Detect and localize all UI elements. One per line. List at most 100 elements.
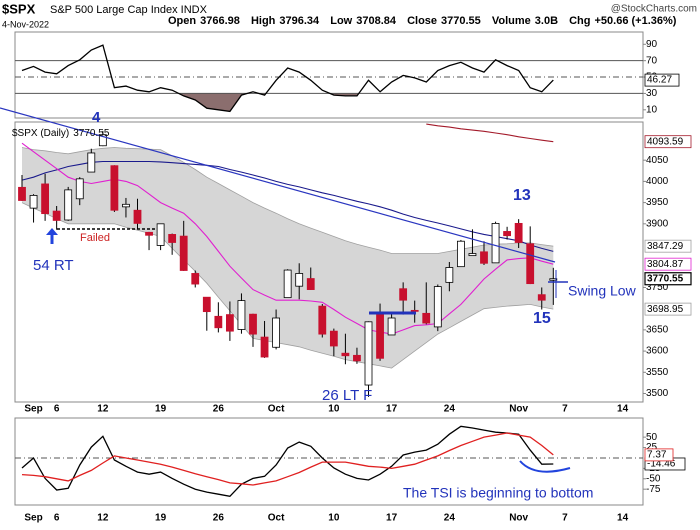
- candle-body: [480, 251, 488, 264]
- copyright: @StockCharts.com: [611, 4, 697, 15]
- annotation: 54 RT: [33, 257, 74, 274]
- candle-body: [491, 222, 500, 264]
- x-tick-label: 19: [155, 513, 167, 524]
- candle-body: [41, 183, 49, 215]
- y-tick-label: -75: [646, 484, 661, 495]
- indicator-line: [21, 425, 554, 498]
- candle-body: [225, 314, 234, 332]
- candle-body: [526, 243, 535, 285]
- x-tick-label: 14: [617, 404, 629, 415]
- quote-label: Low: [330, 15, 352, 27]
- y-tick-label: 3900: [646, 218, 669, 229]
- y-tick-label: 3600: [646, 346, 669, 357]
- annotation: 4: [92, 109, 101, 126]
- x-tick-label: 26: [213, 513, 225, 524]
- x-tick-label: Nov: [509, 404, 528, 415]
- candle-body: [387, 317, 396, 336]
- x-tick-label: 19: [155, 404, 167, 415]
- x-tick-label: 12: [97, 404, 109, 415]
- y-tick-label: 3650: [646, 325, 669, 336]
- quote-label: High: [251, 15, 276, 27]
- candle-body: [18, 186, 26, 201]
- x-tick-label: Nov: [509, 513, 528, 524]
- candle-body: [110, 165, 119, 211]
- x-tick-label: Oct: [268, 404, 285, 415]
- moving-average: [426, 123, 554, 143]
- candle-body: [87, 152, 96, 173]
- quote-label: Open: [168, 15, 196, 27]
- value-label-box: [644, 272, 692, 286]
- annotation: Swing Low: [568, 283, 637, 299]
- quote-value: 3770.55: [441, 15, 481, 27]
- tsi-panel: [14, 417, 644, 506]
- tsi-curve: [519, 460, 571, 473]
- band-edge: [21, 202, 554, 369]
- x-tick-label: 17: [386, 404, 398, 415]
- x-tick-label: 24: [444, 513, 456, 524]
- trend-line: [0, 107, 556, 263]
- quote-value: 3.0B: [535, 15, 558, 27]
- y-tick-label: 50: [646, 432, 658, 443]
- candle-body: [503, 231, 512, 237]
- value-label-box: [644, 448, 674, 462]
- y-tick-label: 30: [646, 88, 658, 99]
- candle-body: [329, 330, 338, 347]
- y-tick-label: 3750: [646, 282, 669, 293]
- value-label: 3698.95: [647, 304, 684, 315]
- candle-body: [364, 321, 373, 386]
- x-tick-label: Sep: [24, 513, 42, 524]
- price-panel: [14, 121, 644, 403]
- indicator-line: [21, 44, 554, 113]
- value-label-box: [644, 135, 692, 149]
- candle-body: [456, 240, 465, 268]
- candle-body: [306, 278, 315, 290]
- candle-body: [376, 312, 384, 359]
- candle-body: [214, 315, 223, 329]
- candle-body: [537, 294, 546, 301]
- moving-average: [21, 160, 554, 252]
- candle-body: [445, 267, 454, 283]
- candle-body: [191, 273, 200, 285]
- y-tick-label: -50: [646, 473, 661, 484]
- candle-body: [75, 178, 84, 200]
- value-label: 7.37: [647, 450, 667, 461]
- candle-body: [237, 300, 246, 330]
- annotation: 15: [533, 310, 551, 327]
- candle-body: [122, 203, 130, 208]
- quote: Open 3766.98 High 3796.34 Low 3708.84 Close…: [168, 15, 677, 27]
- x-tick-label: 10: [328, 404, 340, 415]
- legend-label: $SPX (Daily): [12, 128, 69, 139]
- value-label: 4093.59: [647, 136, 684, 147]
- candle-body: [133, 209, 142, 224]
- candle-body: [422, 312, 431, 324]
- x-tick-label: Oct: [268, 513, 285, 524]
- value-label: 46.27: [647, 75, 672, 86]
- x-tick-label: 17: [386, 513, 398, 524]
- candle-body: [156, 223, 165, 246]
- quote-label: Close: [407, 15, 437, 27]
- indicator-line: [21, 432, 554, 486]
- candle-body: [168, 234, 177, 243]
- candle-body: [433, 286, 442, 328]
- y-tick-label: 3950: [646, 197, 669, 208]
- candle-body: [179, 235, 188, 271]
- annotation: 26 LT F: [322, 387, 372, 404]
- value-label: 3804.87: [647, 259, 684, 270]
- candle-body: [399, 288, 408, 301]
- bollinger-band: [22, 147, 554, 369]
- candle-body: [468, 253, 477, 257]
- candle-body: [272, 317, 281, 348]
- candle-body: [29, 194, 38, 209]
- candle-body: [52, 210, 61, 221]
- quote-value: 3708.84: [356, 15, 397, 27]
- candle-body: [98, 134, 107, 147]
- y-tick-label: 4050: [646, 155, 669, 166]
- value-label-box: [644, 239, 692, 253]
- date: 4-Nov-2022: [2, 19, 49, 29]
- x-tick-label: 6: [54, 404, 60, 415]
- candle-body: [295, 273, 304, 287]
- y-tick-label: 10: [646, 104, 658, 115]
- y-tick-label: 3550: [646, 367, 669, 378]
- candle-body: [514, 222, 523, 243]
